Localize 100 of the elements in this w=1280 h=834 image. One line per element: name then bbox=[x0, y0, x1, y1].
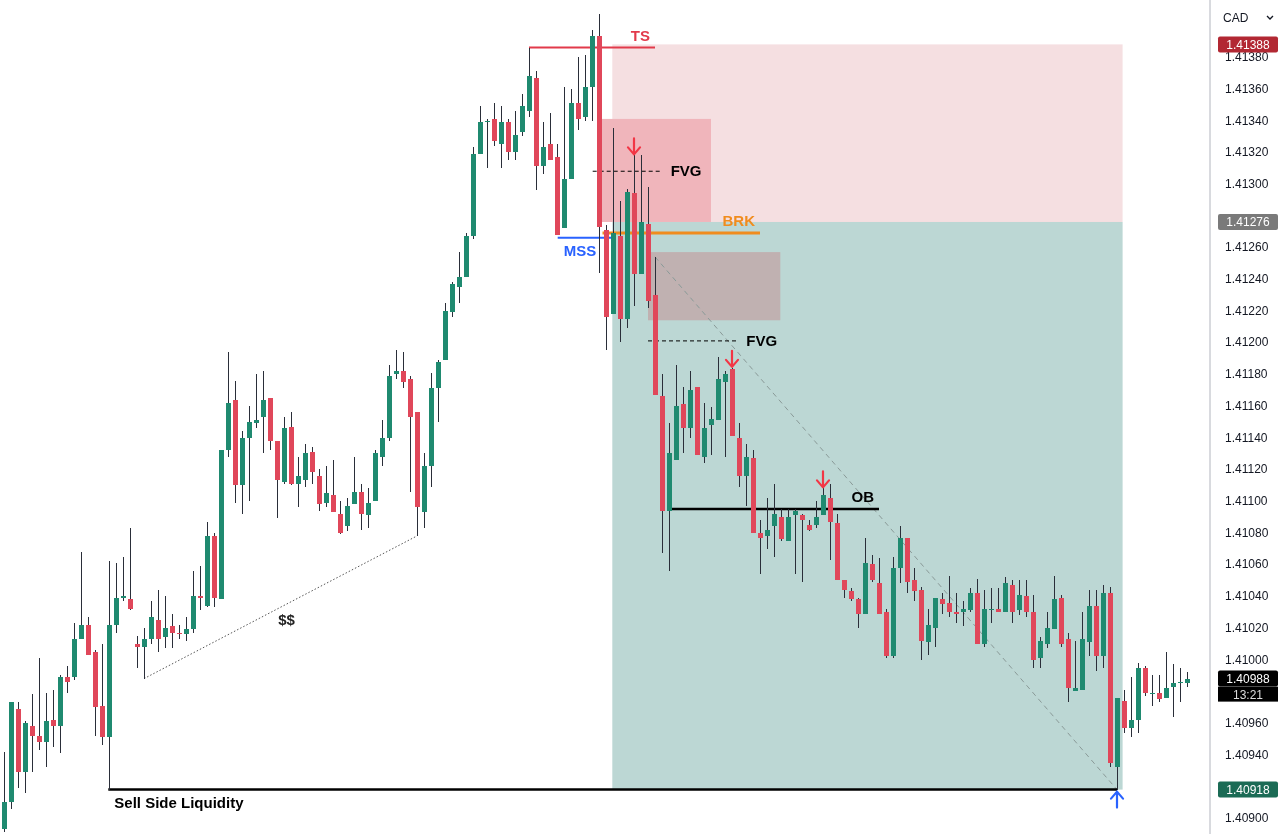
candlestick bbox=[394, 349, 399, 380]
candlestick bbox=[44, 692, 49, 768]
y-tick-label: 1.41000 bbox=[1225, 652, 1269, 667]
candlestick bbox=[324, 465, 329, 508]
text: 1.41276 bbox=[1226, 215, 1271, 230]
candlestick bbox=[947, 575, 952, 618]
candlestick bbox=[786, 508, 791, 542]
candlestick bbox=[142, 627, 147, 680]
y-tick-label: 1.41180 bbox=[1225, 367, 1268, 382]
candlestick bbox=[261, 370, 266, 454]
candlestick bbox=[1017, 579, 1022, 616]
text: 1.41388 bbox=[1226, 37, 1271, 52]
candlestick bbox=[184, 616, 189, 642]
candlestick bbox=[30, 693, 35, 773]
candlestick bbox=[156, 589, 161, 653]
candlestick bbox=[576, 56, 581, 131]
candlestick bbox=[1073, 640, 1078, 692]
y-tick-label: 1.41300 bbox=[1225, 176, 1269, 191]
candlestick bbox=[366, 487, 371, 529]
y-tick-label: 1.41220 bbox=[1225, 303, 1269, 318]
candlestick bbox=[1024, 579, 1029, 618]
candlestick bbox=[499, 105, 504, 169]
candlestick bbox=[723, 370, 728, 458]
candlestick bbox=[1038, 636, 1043, 669]
candlestick bbox=[247, 405, 252, 502]
text: 1.40918 bbox=[1226, 783, 1271, 798]
y-tick-label: 1.40940 bbox=[1225, 747, 1269, 762]
y-tick-label: 1.41200 bbox=[1225, 335, 1269, 350]
candlestick bbox=[814, 500, 819, 529]
candlestick bbox=[548, 112, 553, 161]
candlestick bbox=[331, 459, 336, 513]
candlestick bbox=[170, 613, 175, 649]
candlestick bbox=[961, 600, 966, 627]
candlestick bbox=[65, 665, 70, 694]
candlestick bbox=[800, 513, 805, 583]
y-tick-label: 1.40960 bbox=[1225, 716, 1269, 731]
candlestick bbox=[457, 251, 462, 304]
candlestick bbox=[149, 600, 154, 645]
candlestick bbox=[541, 121, 546, 175]
candlestick bbox=[912, 567, 917, 602]
candlestick bbox=[513, 110, 518, 161]
candlestick bbox=[821, 487, 826, 516]
y-tick-label: 1.41160 bbox=[1225, 398, 1268, 413]
candlestick bbox=[128, 527, 133, 611]
ref-line-label: BRK bbox=[722, 212, 756, 230]
candlestick bbox=[51, 689, 56, 748]
y-tick-label: 1.41060 bbox=[1225, 557, 1269, 572]
candlestick bbox=[254, 373, 259, 429]
candlestick bbox=[681, 386, 686, 454]
candlestick bbox=[401, 351, 406, 389]
ref-line-label: FVG bbox=[670, 162, 702, 180]
y-tick-label: 1.41260 bbox=[1225, 240, 1269, 255]
y-tick-label: 1.41120 bbox=[1225, 462, 1268, 477]
y-tick-label: 1.41320 bbox=[1225, 145, 1269, 160]
ref-line-label: MSS bbox=[563, 241, 597, 259]
ref-line-label: FVG bbox=[746, 331, 778, 349]
candlestick bbox=[1171, 663, 1176, 718]
candlestick bbox=[338, 500, 343, 535]
candlestick bbox=[198, 565, 203, 611]
candlestick bbox=[856, 597, 861, 629]
candlestick bbox=[380, 419, 385, 467]
candlestick bbox=[37, 657, 42, 751]
y-tick-label: 1.41020 bbox=[1225, 620, 1269, 635]
candlestick bbox=[1129, 676, 1134, 738]
candlestick bbox=[1045, 611, 1050, 649]
y-tick-label: 1.41140 bbox=[1225, 430, 1268, 445]
candlestick bbox=[310, 446, 315, 485]
y-tick-label: 1.41340 bbox=[1225, 113, 1269, 128]
candlestick bbox=[79, 551, 84, 640]
ref-line-label: OB bbox=[851, 487, 875, 505]
candlestick bbox=[1150, 674, 1155, 707]
text: 13:21 bbox=[1232, 687, 1264, 702]
y-tick-label: 1.41360 bbox=[1225, 81, 1269, 96]
y-tick-label: 1.41380 bbox=[1225, 50, 1269, 65]
candlestick bbox=[744, 443, 749, 507]
candlestick bbox=[779, 508, 784, 542]
text: 1.40988 bbox=[1226, 672, 1271, 687]
candlestick bbox=[492, 102, 497, 147]
candlestick bbox=[163, 595, 168, 649]
candlestick bbox=[870, 554, 875, 583]
candlestick bbox=[296, 456, 301, 508]
y-tick-label: 1.41040 bbox=[1225, 589, 1269, 604]
candlestick bbox=[121, 556, 126, 602]
candlestick bbox=[772, 483, 777, 558]
text: CAD bbox=[1223, 11, 1249, 25]
ref-line-label: Sell Side Liquidity bbox=[114, 793, 245, 811]
ref-line-label: TS bbox=[630, 26, 650, 44]
candlestick bbox=[709, 406, 714, 456]
candlestick bbox=[926, 608, 931, 656]
annotation: $$ bbox=[278, 611, 296, 629]
candlestick bbox=[828, 483, 833, 561]
candlestick bbox=[345, 497, 350, 532]
y-tick-label: 1.41240 bbox=[1225, 272, 1269, 287]
candlestick bbox=[1164, 651, 1169, 699]
candlestick bbox=[1157, 674, 1162, 703]
candlestick bbox=[359, 483, 364, 531]
candlestick bbox=[135, 635, 140, 669]
candlestick bbox=[940, 592, 945, 615]
y-tick-label: 1.41100 bbox=[1225, 494, 1268, 509]
candlestick bbox=[968, 587, 973, 613]
